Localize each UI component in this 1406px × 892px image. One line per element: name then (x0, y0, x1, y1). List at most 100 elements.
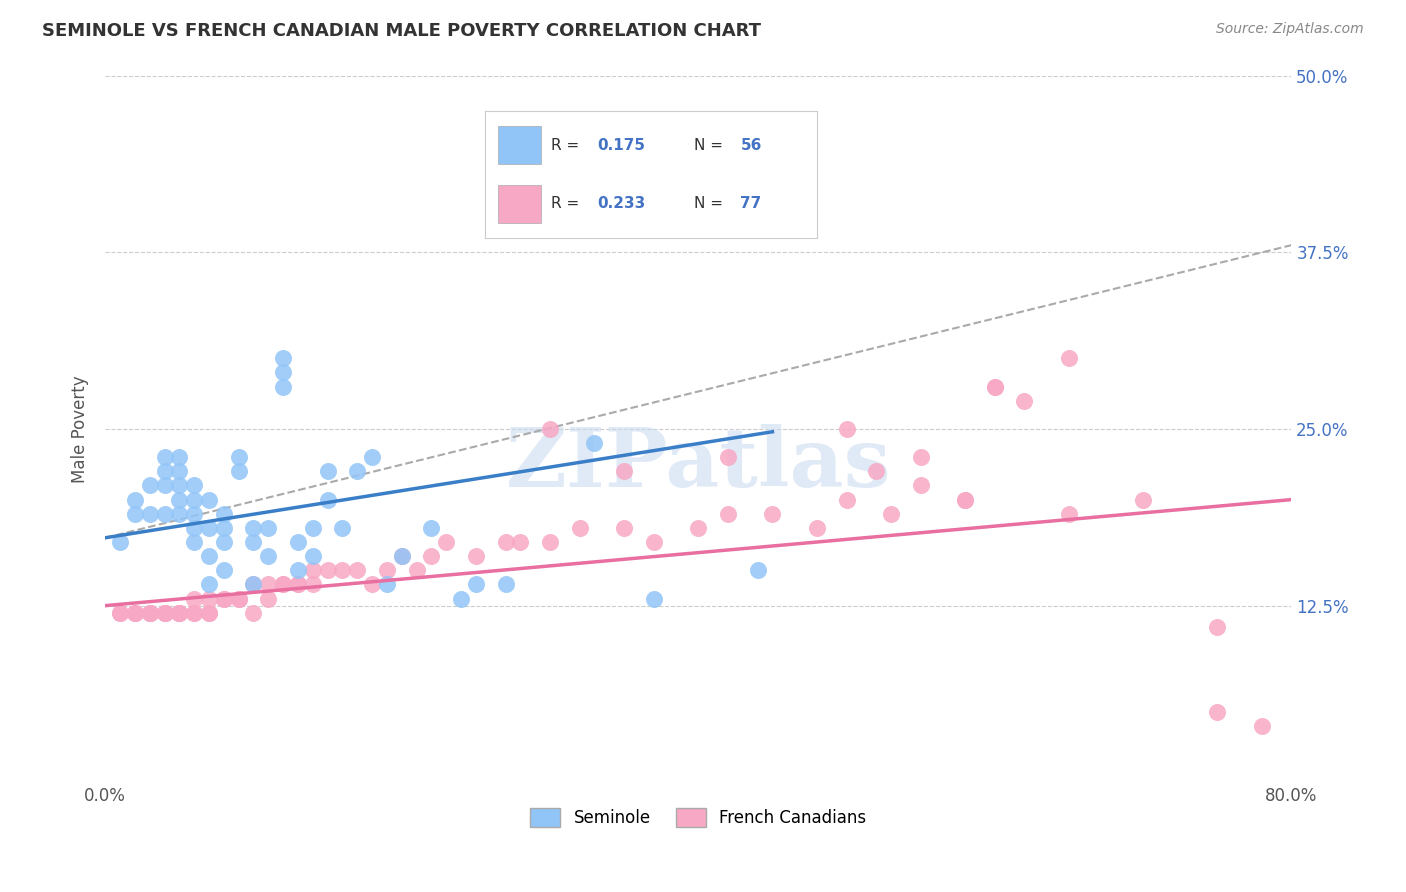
Point (228, 591, 250, 606)
Point (835, 422, 858, 436)
Point (346, 464, 368, 478)
Point (391, 549, 413, 564)
Point (153, 606, 176, 620)
Point (271, 365, 294, 379)
Point (271, 577, 294, 591)
Text: ZIPatlas: ZIPatlas (506, 425, 891, 504)
Point (568, 521, 591, 535)
Point (405, 563, 427, 577)
Point (242, 577, 264, 591)
Point (138, 507, 160, 521)
Point (108, 606, 131, 620)
Point (761, 507, 783, 521)
Point (361, 577, 384, 591)
Point (153, 606, 176, 620)
Point (257, 577, 280, 591)
Point (361, 450, 384, 465)
Point (138, 606, 160, 620)
Point (183, 478, 205, 492)
Point (583, 436, 606, 450)
Point (183, 492, 205, 507)
Point (124, 507, 146, 521)
Point (1206, 705, 1229, 719)
Point (124, 492, 146, 507)
Point (495, 535, 517, 549)
Point (953, 492, 976, 507)
Point (153, 450, 176, 465)
Point (242, 521, 264, 535)
Point (538, 210, 561, 224)
Text: Source: ZipAtlas.com: Source: ZipAtlas.com (1216, 22, 1364, 37)
Point (301, 521, 323, 535)
Point (953, 492, 976, 507)
Point (434, 535, 457, 549)
Point (212, 591, 235, 606)
Point (153, 478, 176, 492)
Point (316, 492, 339, 507)
Point (183, 521, 205, 535)
Point (169, 606, 191, 620)
Point (717, 450, 740, 465)
Point (183, 606, 205, 620)
Point (198, 521, 221, 535)
Point (1057, 351, 1080, 366)
Point (212, 563, 235, 577)
Point (153, 606, 176, 620)
Point (688, 521, 710, 535)
Point (183, 606, 205, 620)
Point (1014, 393, 1036, 408)
Point (464, 577, 486, 591)
Point (169, 606, 191, 620)
Point (169, 606, 191, 620)
Point (643, 591, 665, 606)
Point (271, 577, 294, 591)
Point (198, 549, 221, 564)
Point (910, 450, 932, 465)
Point (242, 577, 264, 591)
Point (717, 507, 740, 521)
Legend: Seminole, French Canadians: Seminole, French Canadians (523, 802, 873, 834)
Point (257, 591, 280, 606)
Point (271, 379, 294, 393)
Point (169, 492, 191, 507)
Point (835, 492, 858, 507)
Point (287, 535, 309, 549)
Point (242, 606, 264, 620)
Y-axis label: Male Poverty: Male Poverty (72, 376, 89, 483)
Point (420, 521, 443, 535)
Point (183, 591, 205, 606)
Point (375, 563, 398, 577)
Point (538, 535, 561, 549)
Point (495, 577, 517, 591)
Point (301, 563, 323, 577)
Point (301, 577, 323, 591)
Point (198, 577, 221, 591)
Point (391, 549, 413, 564)
Point (346, 563, 368, 577)
Point (138, 606, 160, 620)
Point (747, 563, 769, 577)
Point (228, 464, 250, 478)
Point (169, 464, 191, 478)
Point (420, 549, 443, 564)
Point (332, 521, 354, 535)
Point (613, 464, 636, 478)
Point (153, 606, 176, 620)
Point (212, 521, 235, 535)
Point (538, 422, 561, 436)
Point (212, 507, 235, 521)
Point (198, 606, 221, 620)
Point (124, 606, 146, 620)
Point (169, 606, 191, 620)
Point (212, 535, 235, 549)
Point (509, 535, 531, 549)
Point (287, 577, 309, 591)
Point (257, 549, 280, 564)
Point (375, 577, 398, 591)
Point (316, 464, 339, 478)
Point (1057, 507, 1080, 521)
Point (1206, 620, 1229, 634)
Point (316, 563, 339, 577)
Point (169, 478, 191, 492)
Point (257, 521, 280, 535)
